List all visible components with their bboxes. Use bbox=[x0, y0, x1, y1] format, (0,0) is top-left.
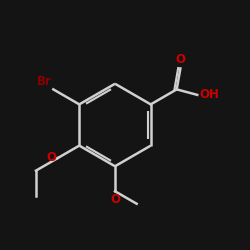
Text: O: O bbox=[110, 193, 120, 206]
Text: O: O bbox=[46, 151, 56, 164]
Text: O: O bbox=[176, 54, 186, 66]
Text: OH: OH bbox=[199, 88, 219, 101]
Text: Br: Br bbox=[37, 75, 52, 88]
